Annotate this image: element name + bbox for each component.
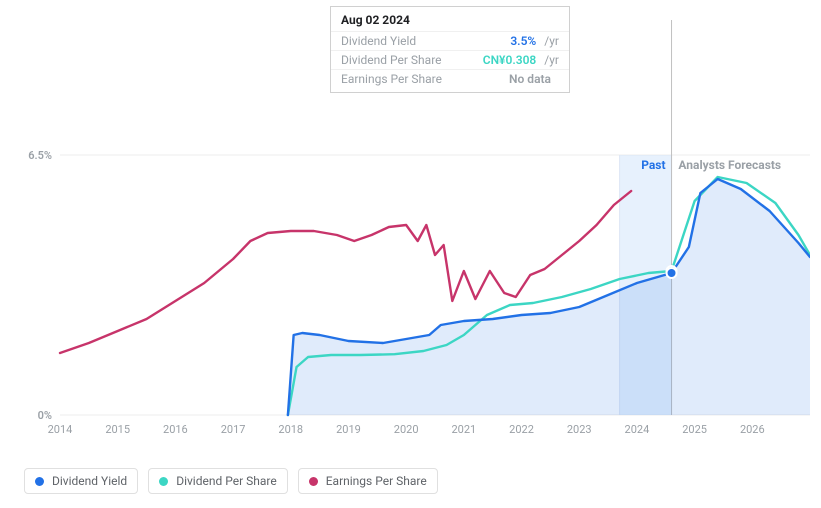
- x-axis-tick-label: 2014: [48, 423, 73, 436]
- legend-dot: [35, 477, 44, 486]
- y-axis-tick-label: 0%: [38, 409, 52, 422]
- legend-dot: [309, 477, 318, 486]
- tooltip-row-value: CN¥0.308: [483, 53, 537, 67]
- tooltip-row: Dividend Yield 3.5% /yr: [331, 31, 569, 50]
- tooltip-row: Earnings Per Share No data: [331, 69, 569, 88]
- legend: Dividend Yield Dividend Per Share Earnin…: [24, 468, 438, 494]
- hover-tooltip: Aug 02 2024 Dividend Yield3.5%/yrDividen…: [330, 6, 570, 93]
- legend-dot: [159, 477, 168, 486]
- tooltip-row-value: 3.5%: [510, 34, 536, 48]
- x-axis-tick-label: 2025: [682, 423, 707, 436]
- x-axis-tick-label: 2016: [163, 423, 188, 436]
- legend-item-earnings-per-share[interactable]: Earnings Per Share: [298, 468, 438, 494]
- tooltip-row-label: Dividend Yield: [341, 34, 504, 48]
- legend-label: Dividend Yield: [52, 474, 127, 488]
- x-axis-tick-label: 2022: [509, 423, 534, 436]
- chart-container: 0% 6.5% Past Analysts Forecasts 2014 2015 2016…: [0, 0, 821, 508]
- tooltip-row: Dividend Per Share CN¥0.308/yr: [331, 50, 569, 69]
- legend-item-dividend-per-share[interactable]: Dividend Per Share: [148, 468, 288, 494]
- x-axis-tick-label: 2017: [221, 423, 246, 436]
- legend-label: Dividend Per Share: [176, 474, 277, 488]
- x-axis-tick-label: 2024: [625, 423, 650, 436]
- past-label: Past: [641, 158, 665, 172]
- tooltip-date: Aug 02 2024: [331, 13, 569, 31]
- x-axis-tick-label: 2015: [105, 423, 130, 436]
- tooltip-row-label: Earnings Per Share: [341, 72, 503, 86]
- x-axis-tick-label: 2021: [451, 423, 476, 436]
- tooltip-row-unit: /yr: [544, 53, 559, 67]
- x-axis-tick-label: 2018: [278, 423, 303, 436]
- hover-marker-dy: [667, 268, 677, 278]
- x-axis-tick-label: 2019: [336, 423, 361, 436]
- y-axis-tick-label: 6.5%: [28, 149, 52, 162]
- tooltip-row-unit: /yr: [544, 34, 559, 48]
- dividend-yield-area: [288, 179, 810, 415]
- tooltip-row-value: No data: [509, 72, 551, 86]
- forecast-label: Analysts Forecasts: [678, 158, 781, 172]
- legend-item-dividend-yield[interactable]: Dividend Yield: [24, 468, 138, 494]
- legend-label: Earnings Per Share: [326, 474, 427, 488]
- x-axis-tick-label: 2023: [567, 423, 592, 436]
- x-axis-tick-label: 2026: [740, 423, 765, 436]
- tooltip-row-label: Dividend Per Share: [341, 53, 477, 67]
- x-axis-tick-label: 2020: [394, 423, 419, 436]
